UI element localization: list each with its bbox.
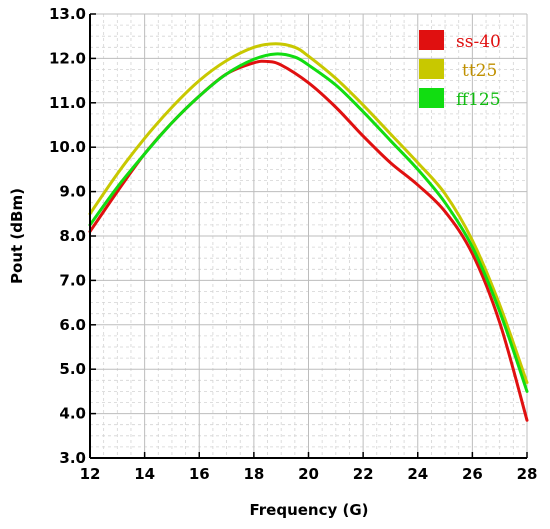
- x-tick-label: 20: [298, 465, 319, 483]
- series-line-ff125: [88, 52, 529, 393]
- x-tick-label: 24: [407, 465, 428, 483]
- x-tick-label: 28: [517, 465, 538, 483]
- tick-layer: 12 14 16 18 20 22 24 26 28 3.0 4.0 5.0 6.0 7.0 8.0 9.0 1…: [49, 5, 537, 483]
- y-tick-label: 3.0: [59, 449, 86, 467]
- y-tick-label: 10.0: [49, 138, 86, 156]
- y-tick-label: 7.0: [59, 271, 86, 289]
- legend: ss-40 tt25 ff125: [419, 30, 501, 110]
- legend-label-ss-40: ss-40: [456, 32, 501, 52]
- series-line-tt25: [88, 42, 529, 385]
- legend-swatch-ff125: [419, 88, 444, 108]
- y-tick-label: 12.0: [49, 49, 86, 67]
- x-tick-label: 12: [80, 465, 101, 483]
- y-tick-label: 11.0: [49, 94, 86, 112]
- y-tick-label: 5.0: [59, 360, 86, 378]
- legend-swatch-ss-40: [419, 30, 444, 50]
- legend-swatch-tt25: [419, 59, 444, 79]
- x-tick-label: 14: [134, 465, 155, 483]
- y-tick-label: 6.0: [59, 316, 86, 334]
- y-tick-label: 8.0: [59, 227, 86, 245]
- x-tick-label: 26: [462, 465, 483, 483]
- legend-label-ff125: ff125: [456, 90, 501, 110]
- y-tick-label: 9.0: [59, 183, 86, 201]
- y-axis-title: Pout (dBm): [8, 188, 26, 284]
- x-tick-label: 22: [353, 465, 374, 483]
- series-layer: [88, 42, 529, 422]
- legend-label-tt25: tt25: [462, 61, 497, 81]
- x-tick-label: 16: [189, 465, 210, 483]
- x-axis-title: Frequency (G): [249, 501, 368, 519]
- y-tick-label: 13.0: [49, 5, 86, 23]
- x-tick-label: 18: [243, 465, 264, 483]
- y-tick-label: 4.0: [59, 405, 86, 423]
